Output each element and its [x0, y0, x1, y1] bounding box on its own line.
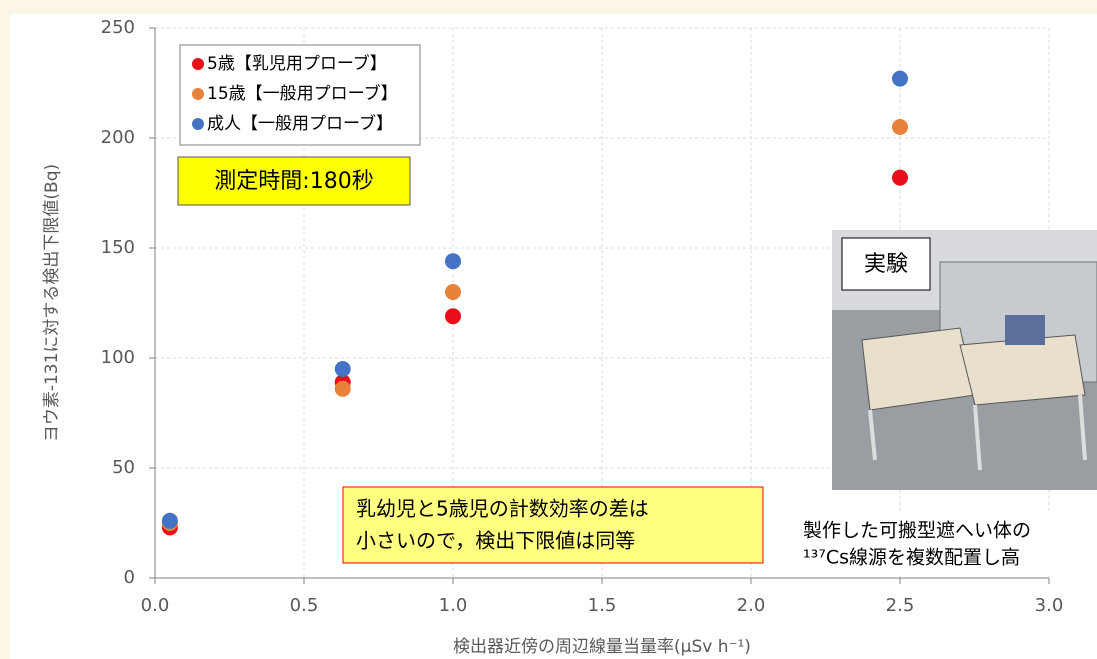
- y-tick-label: 250: [101, 17, 135, 38]
- legend: [179, 44, 421, 146]
- photo-label: 実験: [864, 252, 908, 277]
- x-tick-label: 0.5: [290, 595, 319, 616]
- x-tick-label: 3.0: [1035, 595, 1064, 616]
- y-tick-label: 100: [101, 347, 135, 368]
- x-tick-label: 0.0: [141, 595, 170, 616]
- point: [445, 284, 461, 300]
- note-box: [177, 156, 411, 206]
- x-tick-label: 2.5: [886, 595, 915, 616]
- y-tick-label: 150: [101, 237, 135, 258]
- x-tick-label: 2.0: [737, 595, 766, 616]
- photo-caption: 製作した可搬型遮へい体の: [803, 520, 1031, 542]
- point: [892, 119, 908, 135]
- legend-marker: [192, 58, 204, 70]
- note-box: [342, 486, 764, 564]
- legend-label: 成人【一般用プローブ】: [207, 113, 393, 134]
- caption-box: [790, 512, 1097, 576]
- x-axis-label: 検出器近傍の周辺線量当量率(μSv h⁻¹): [453, 637, 751, 657]
- note-efficiency: 乳幼児と5歳児の計数効率の差は: [356, 497, 649, 521]
- point: [334, 380, 351, 397]
- point: [892, 169, 908, 186]
- point: [892, 70, 908, 87]
- points: [161, 70, 908, 536]
- legend-marker: [192, 88, 204, 100]
- point: [445, 253, 461, 270]
- note-time: 測定時間:180秒: [214, 169, 373, 194]
- x-tick-label: 1.0: [439, 595, 468, 616]
- y-axis-label: ヨウ素-131に対する検出下限値(Bq): [42, 164, 62, 442]
- legend-marker: [192, 118, 204, 130]
- y-tick-label: 50: [112, 457, 135, 478]
- point: [445, 308, 461, 325]
- y-tick-label: 200: [101, 127, 135, 148]
- photo-caption: ¹³⁷Cs線源を複数配置し高: [803, 547, 1020, 569]
- x-tick-label: 1.5: [588, 595, 617, 616]
- legend-label: 15歳【一般用プローブ】: [207, 83, 398, 104]
- point: [161, 512, 178, 529]
- note-efficiency: 小さいので，検出下限値は同等: [356, 529, 635, 553]
- legend-entries: 5歳【乳児用プローブ】 15歳【一般用プローブ】成人【一般用プローブ】: [192, 53, 398, 134]
- point: [334, 361, 351, 377]
- y-tick-label: 0: [124, 567, 135, 588]
- legend-label: 5歳【乳児用プローブ】: [207, 53, 387, 74]
- photo-label-box: [841, 237, 931, 291]
